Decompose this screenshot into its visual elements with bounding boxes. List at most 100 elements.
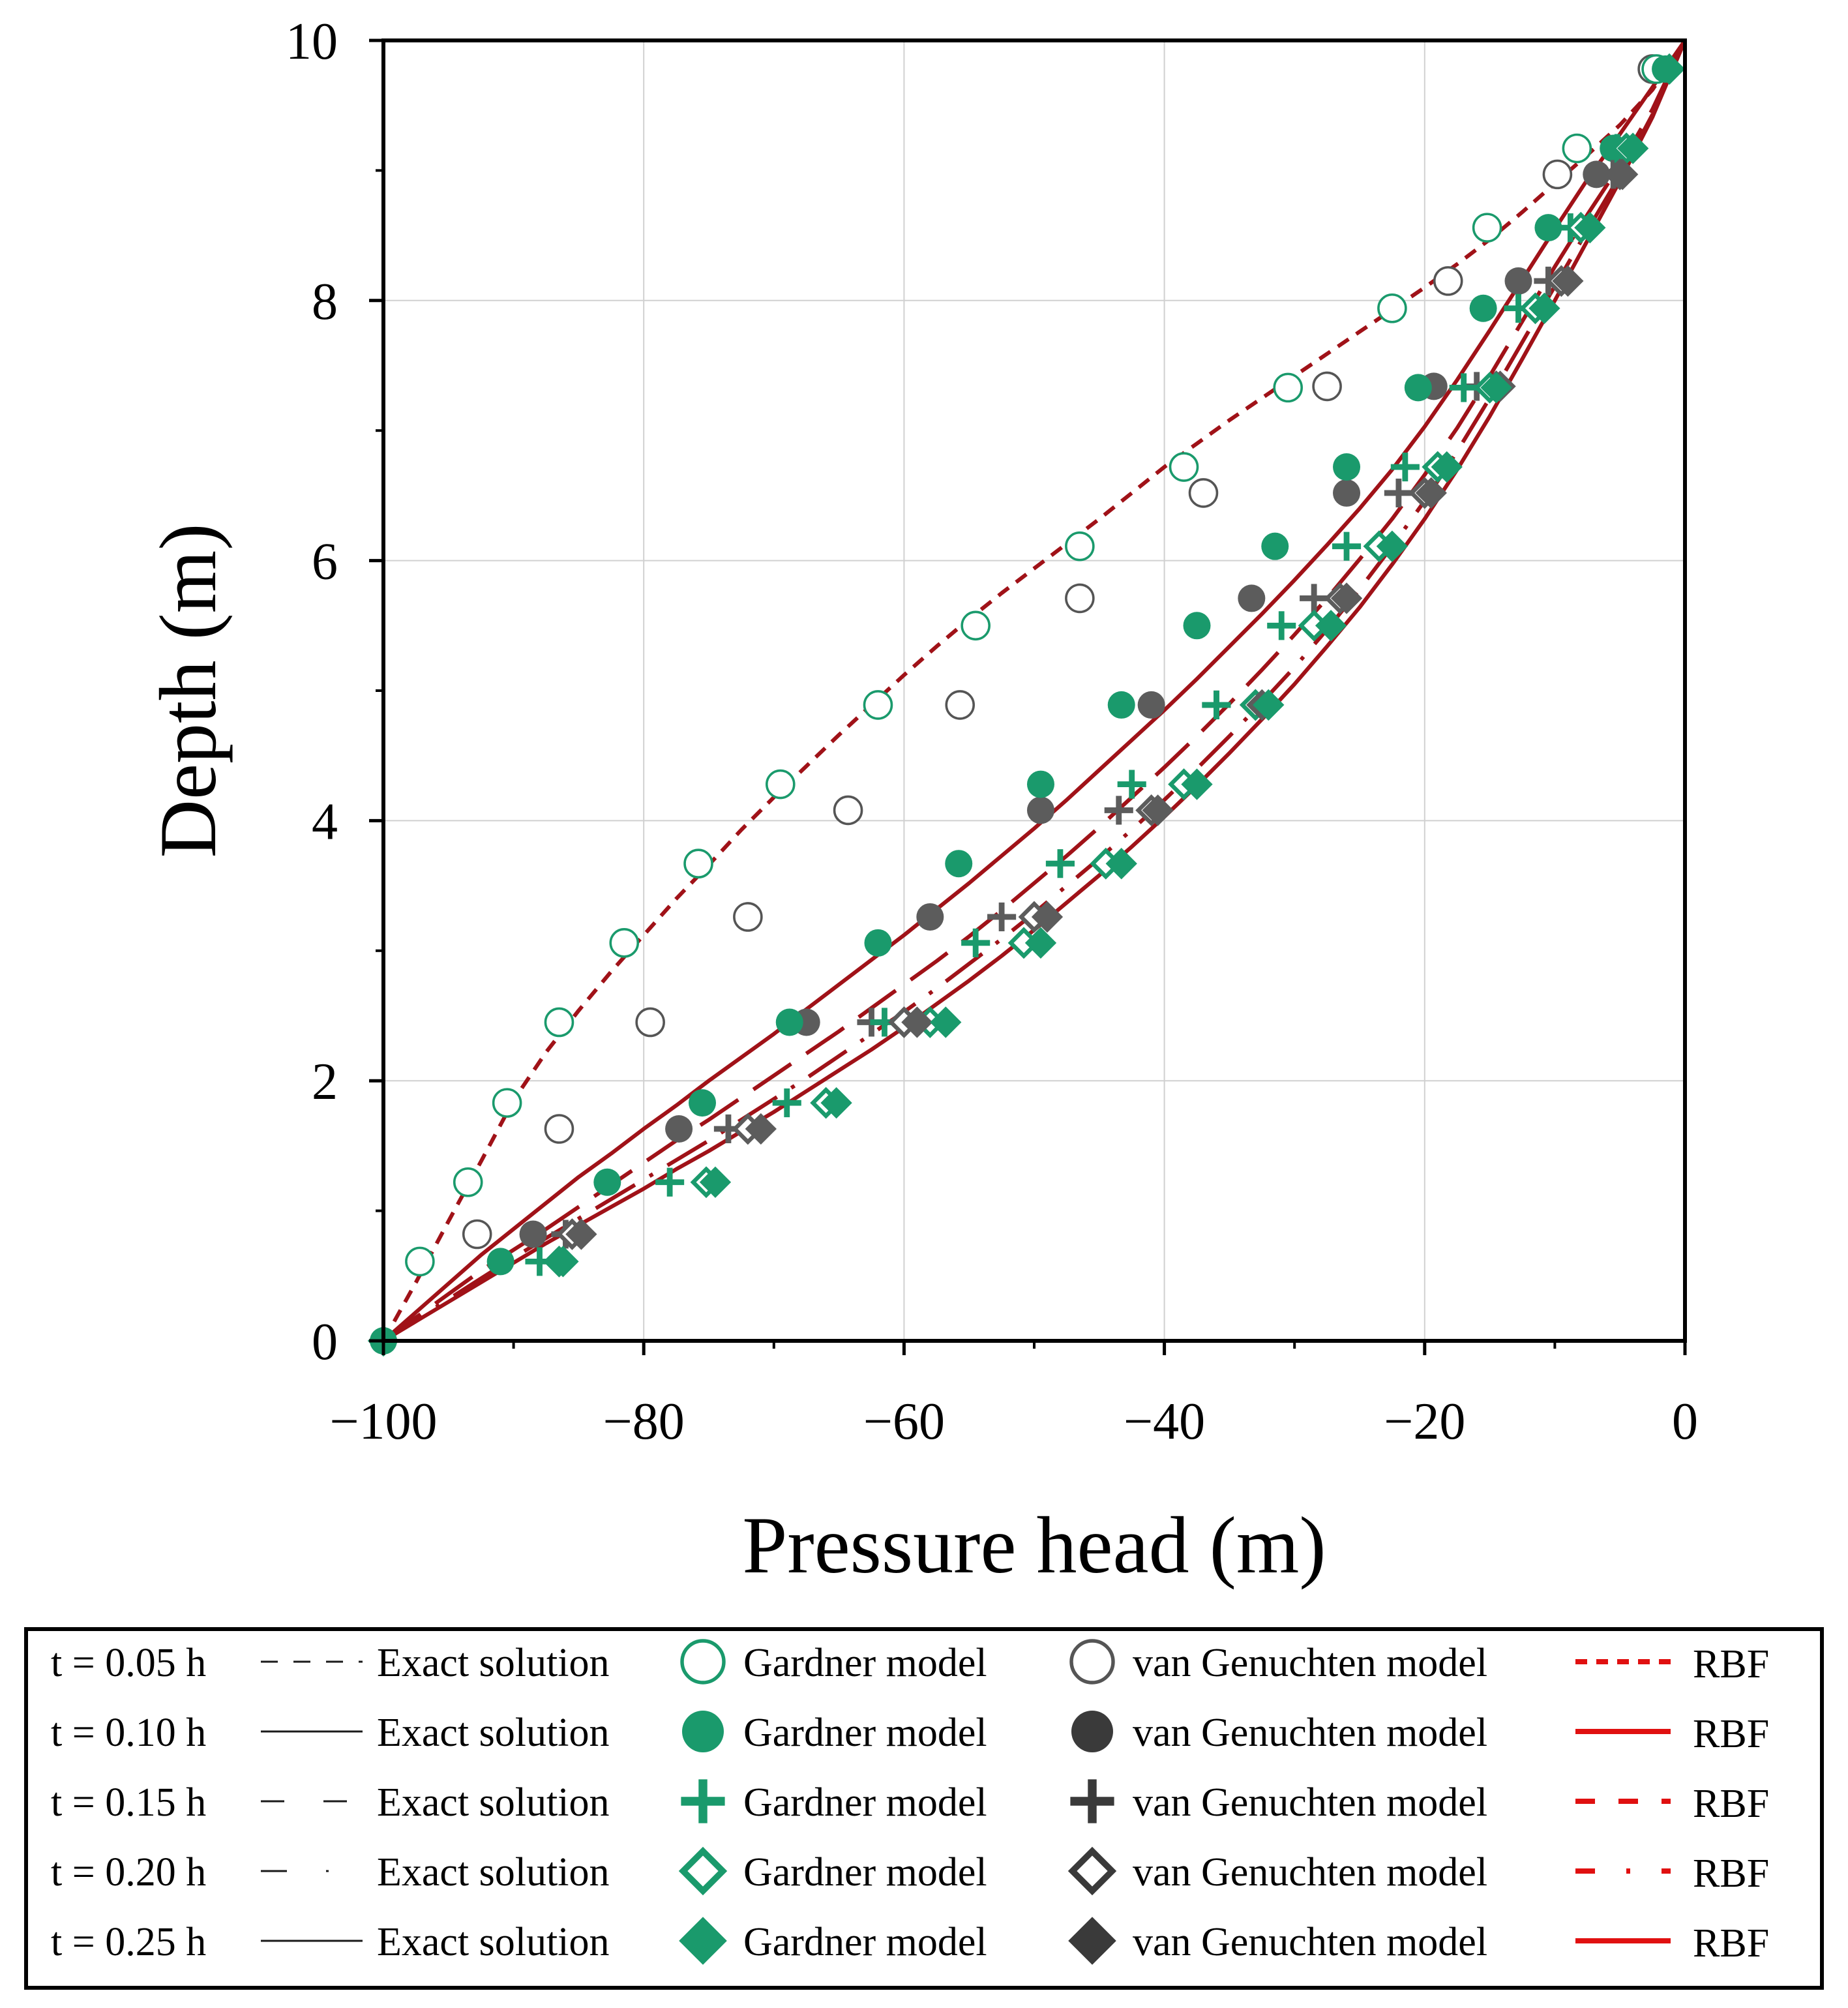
vg-marker-t0 (1542, 159, 1573, 190)
legend-exact-label: Exact solution (377, 1920, 609, 1964)
vg-marker-t0 (544, 1114, 574, 1144)
vg-marker-t1 (665, 1115, 693, 1143)
vg-marker-t2 (1384, 478, 1413, 507)
curve-series-1 (382, 39, 1687, 1343)
vg-marker-t0 (945, 690, 976, 720)
gardner-marker-t0 (961, 610, 991, 641)
gardner-marker-t2 (525, 1247, 554, 1276)
vg-marker-t4 (1415, 477, 1447, 509)
legend-time-label: t = 0.25 h (51, 1920, 206, 1964)
legend-exact-label: Exact solution (377, 1850, 609, 1895)
y-tick-label: 0 (312, 1313, 338, 1371)
vg-marker-t4 (1552, 265, 1584, 297)
gardner-marker-t1 (689, 1089, 717, 1117)
gardner-marker-t4 (1653, 53, 1686, 85)
grid-layer (383, 40, 1686, 1341)
legend-vg-label: van Genuchten model (1133, 1641, 1487, 1685)
y-tick-label: 6 (312, 533, 338, 591)
gardner-marker-t4 (1181, 768, 1213, 800)
gardner-marker-t4 (699, 1166, 732, 1198)
vg-marker-t2 (1104, 796, 1133, 825)
vg-marker-t0 (833, 795, 863, 826)
legend-gardner-label: Gardner model (743, 1780, 987, 1825)
vg-marker-t4 (745, 1113, 777, 1145)
gardner-marker-t2 (1504, 293, 1533, 323)
legend-gardner-label: Gardner model (743, 1711, 987, 1755)
x-tick-label: −100 (329, 1393, 437, 1450)
gardner-marker-t0 (544, 1007, 574, 1038)
gardner-marker-t2 (1332, 532, 1362, 561)
gardner-marker-t2 (1267, 611, 1296, 640)
gardner-marker-t1 (1404, 374, 1432, 402)
legend-gardner-marker (678, 1846, 728, 1896)
gardner-marker-t2 (961, 928, 991, 957)
vg-marker-t2 (987, 902, 1017, 932)
y-tick-label: 10 (286, 13, 338, 70)
gardner-marker-t2 (655, 1167, 685, 1197)
legend-time-label: t = 0.15 h (51, 1780, 206, 1825)
vg-marker-t0 (635, 1007, 665, 1038)
gardner-marker-t4 (1528, 292, 1560, 324)
gardner-marker-t0 (492, 1088, 522, 1118)
vg-marker-t4 (1330, 582, 1363, 614)
legend-vg-marker (1071, 1711, 1113, 1752)
legend-rbf-label: RBF (1693, 1782, 1769, 1826)
vg-marker-t1 (519, 1220, 547, 1248)
gardner-marker-t0 (863, 690, 893, 720)
gardner-marker-t4 (1431, 451, 1463, 483)
x-tick-label: −20 (1384, 1393, 1465, 1450)
gardner-marker-t2 (1117, 770, 1146, 799)
gardner-marker-t4 (1105, 848, 1137, 880)
legend-gardner-marker (680, 1639, 726, 1685)
gardner-marker-t0 (1273, 372, 1304, 403)
gardner-marker-t0 (765, 769, 796, 800)
vg-marker-t2 (713, 1114, 743, 1144)
gardner-marker-t2 (1202, 690, 1231, 719)
gardner-marker-t2 (1449, 373, 1478, 402)
legend-vg-label: van Genuchten model (1133, 1780, 1487, 1825)
gardner-marker-t1 (1107, 691, 1135, 719)
gardner-marker-t4 (1574, 211, 1606, 244)
vg-marker-t1 (1026, 796, 1054, 824)
legend-vg-label: van Genuchten model (1133, 1920, 1487, 1964)
gardner-marker-t2 (772, 1088, 801, 1118)
gardner-marker-t4 (1480, 372, 1512, 404)
y-tick-label: 2 (312, 1053, 338, 1111)
gardner-marker-t0 (609, 928, 640, 958)
vg-marker-t0 (1312, 371, 1342, 402)
vg-marker-t0 (1065, 583, 1095, 614)
legend-rbf-label: RBF (1693, 1921, 1769, 1966)
x-axis-label: Pressure head (m) (742, 1501, 1326, 1590)
gardner-marker-t1 (1469, 294, 1497, 322)
x-tick-label: −60 (863, 1393, 945, 1450)
legend-vg-marker (1069, 1639, 1115, 1685)
vg-marker-t1 (1137, 691, 1165, 719)
gardner-marker-t4 (1315, 610, 1347, 642)
gardner-marker-t0 (1562, 133, 1592, 164)
legend-exact-label: Exact solution (377, 1780, 609, 1825)
gardner-marker-t1 (486, 1248, 514, 1276)
gardner-marker-t1 (593, 1168, 621, 1196)
gardner-marker-t4 (547, 1246, 579, 1278)
vg-marker-t1 (1238, 584, 1266, 612)
legend-gardner-marker (682, 1711, 724, 1752)
legend-gardner-label: Gardner model (743, 1850, 987, 1895)
gardner-marker-t0 (1472, 213, 1502, 243)
legend-time-label: t = 0.05 h (51, 1641, 206, 1685)
x-tick-label: −80 (603, 1393, 685, 1450)
gardner-marker-t0 (1377, 293, 1407, 323)
gardner-marker-t1 (864, 929, 892, 957)
gardner-marker-t4 (1376, 530, 1408, 562)
legend-vg-label: van Genuchten model (1133, 1711, 1487, 1755)
gardner-marker-t0 (683, 848, 713, 878)
gardner-marker-t1 (1261, 532, 1289, 560)
vg-marker-t0 (733, 902, 763, 932)
curve-series-0 (381, 39, 1687, 1342)
legend-gardner-marker (681, 1779, 725, 1823)
y-tick-label: 4 (312, 793, 338, 850)
vg-marker-t1 (1504, 267, 1532, 295)
vg-marker-t1 (916, 903, 944, 931)
legend-vg-marker (1067, 1846, 1117, 1896)
vg-marker-t0 (1433, 266, 1463, 296)
legend-rbf-label: RBF (1693, 1712, 1769, 1756)
